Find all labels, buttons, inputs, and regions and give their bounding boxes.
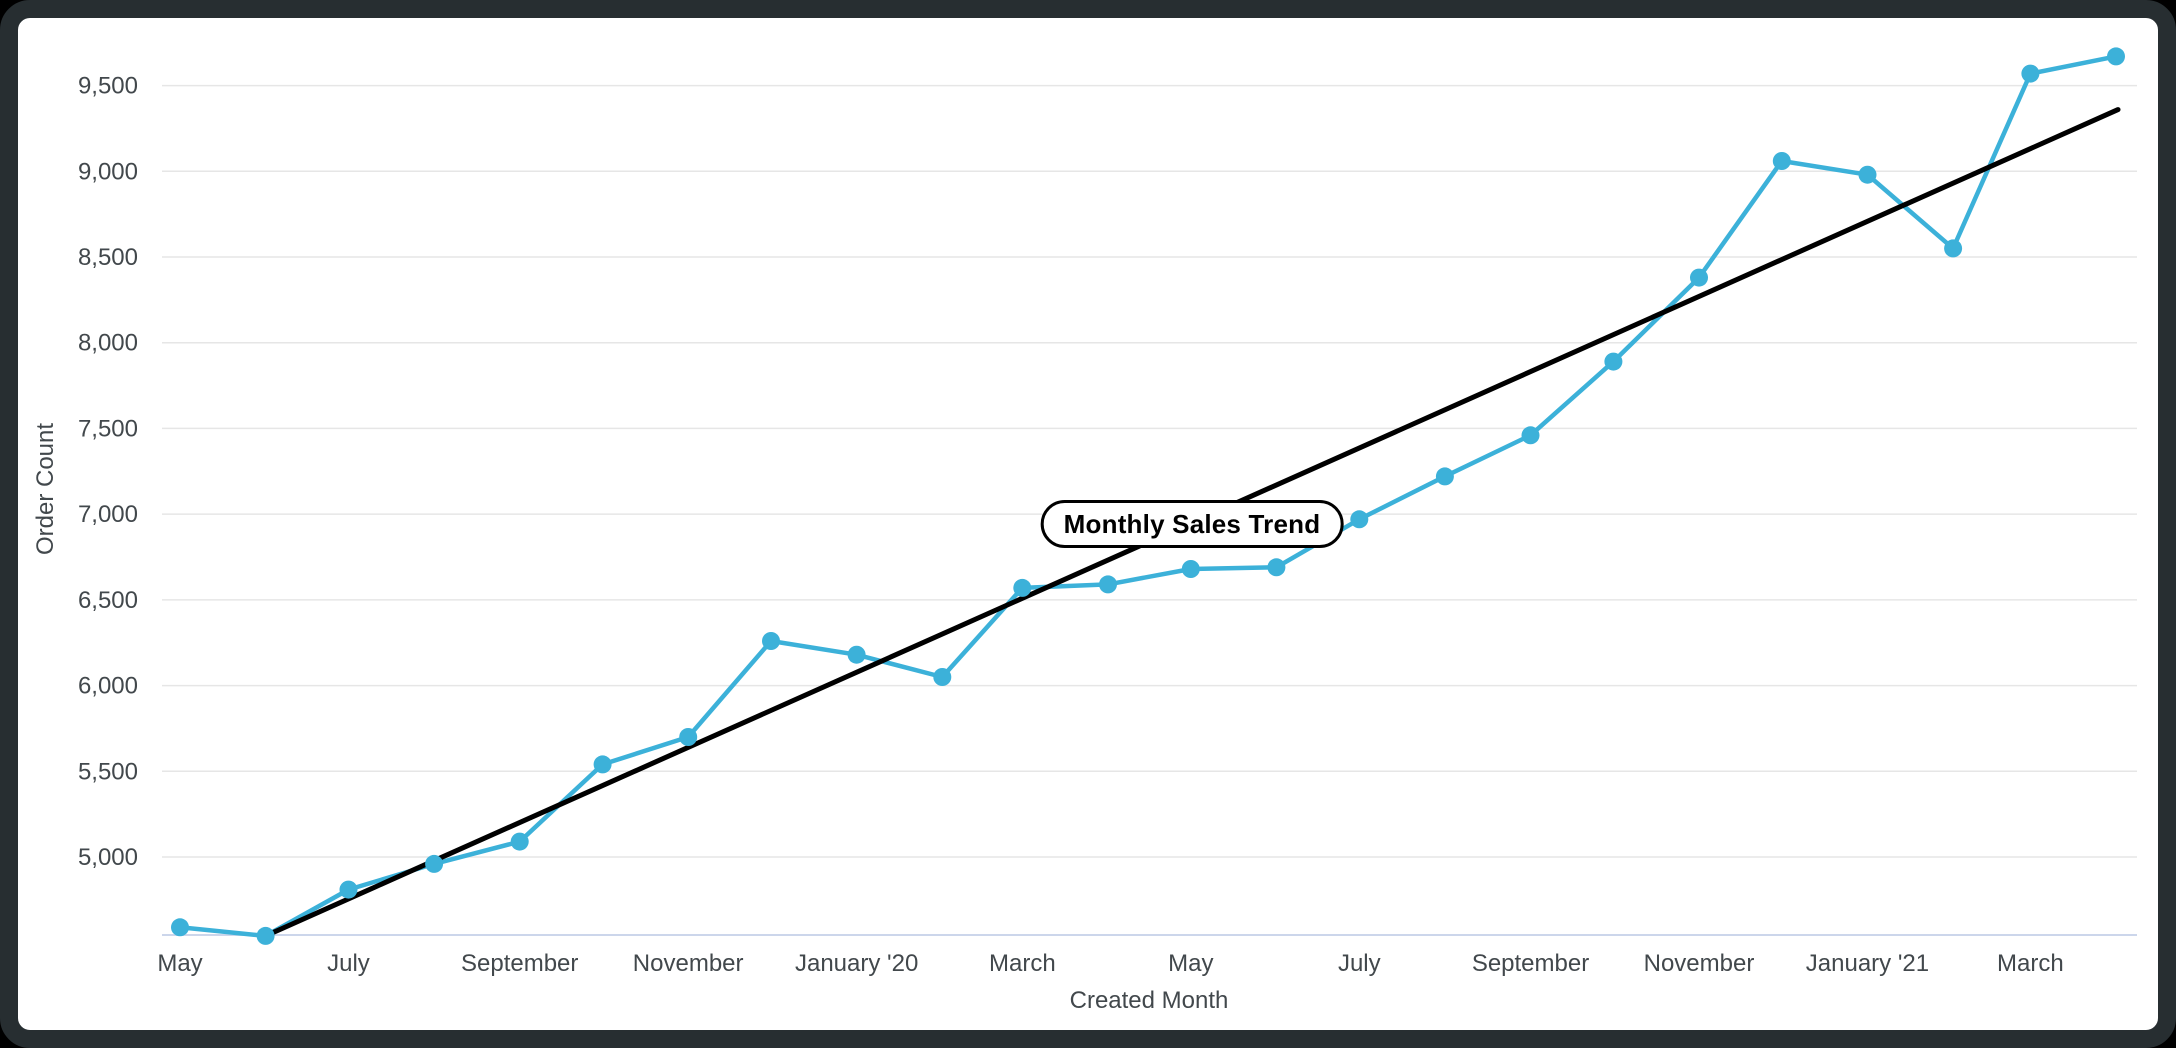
x-tick-label: January '21 xyxy=(1806,950,1929,977)
y-tick-label: 8,500 xyxy=(78,244,138,271)
x-tick-label: September xyxy=(1472,950,1589,977)
data-point-marker[interactable] xyxy=(1604,352,1623,371)
x-tick-label: March xyxy=(989,950,1056,977)
data-point-marker[interactable] xyxy=(1435,467,1454,486)
data-point-marker[interactable] xyxy=(1267,558,1286,577)
x-tick-label: March xyxy=(1997,950,2064,977)
data-point-marker[interactable] xyxy=(847,645,866,664)
data-point-marker[interactable] xyxy=(679,728,698,746)
y-tick-label: 6,500 xyxy=(78,587,138,614)
data-point-marker[interactable] xyxy=(1521,426,1540,445)
data-point-marker[interactable] xyxy=(1858,165,1877,184)
data-point-marker[interactable] xyxy=(1181,560,1200,578)
y-tick-label: 5,000 xyxy=(78,844,138,871)
order-count-series xyxy=(177,54,2119,939)
order-count-line xyxy=(177,54,2119,939)
data-point-marker[interactable] xyxy=(933,668,952,686)
data-point-marker[interactable] xyxy=(2107,47,2125,66)
x-tick-label: May xyxy=(1168,950,1213,977)
data-point-marker[interactable] xyxy=(510,832,529,851)
data-point-marker[interactable] xyxy=(339,880,358,899)
y-tick-label: 8,000 xyxy=(78,330,138,357)
y-tick-labels: 5,000 5,500 6,000 6,500 7,000 7,500 8,000 8,500… xyxy=(78,73,138,871)
series-markers xyxy=(171,47,2125,945)
data-point-marker[interactable] xyxy=(1690,268,1708,287)
y-axis-title: Order Count xyxy=(32,422,59,556)
y-tick-label: 9,000 xyxy=(78,158,138,185)
x-tick-label: January '20 xyxy=(795,950,918,977)
x-tick-label: July xyxy=(1338,950,1381,977)
data-point-marker[interactable] xyxy=(1944,239,1963,258)
trend-annotation-label: Monthly Sales Trend xyxy=(1063,508,1321,539)
y-tick-label: 7,000 xyxy=(78,501,138,528)
x-tick-label: September xyxy=(461,950,578,977)
data-point-marker[interactable] xyxy=(1099,575,1117,594)
data-point-marker[interactable] xyxy=(1013,578,1032,597)
data-point-marker[interactable] xyxy=(2021,64,2040,83)
data-point-marker[interactable] xyxy=(425,854,444,873)
x-tick-label: July xyxy=(327,950,370,977)
x-tick-labels: May July September November January '20 March… xyxy=(157,950,2063,977)
trend-annotation-pill: Monthly Sales Trend xyxy=(1040,500,1344,548)
y-tick-label: 7,500 xyxy=(78,415,138,442)
data-point-marker[interactable] xyxy=(593,755,612,774)
data-point-marker[interactable] xyxy=(762,632,780,650)
x-tick-label: May xyxy=(157,950,202,977)
x-tick-label: November xyxy=(1644,950,1755,977)
y-tick-label: 5,500 xyxy=(78,758,138,785)
y-tick-label: 9,500 xyxy=(78,73,138,100)
x-tick-label: November xyxy=(633,950,744,977)
data-point-marker[interactable] xyxy=(1350,510,1369,529)
x-axis-title: Created Month xyxy=(1069,987,1229,1014)
data-point-marker[interactable] xyxy=(1772,152,1791,170)
data-point-marker[interactable] xyxy=(171,918,189,937)
gridlines xyxy=(162,84,2137,858)
data-point-marker[interactable] xyxy=(256,926,275,945)
y-tick-label: 6,000 xyxy=(78,673,138,700)
